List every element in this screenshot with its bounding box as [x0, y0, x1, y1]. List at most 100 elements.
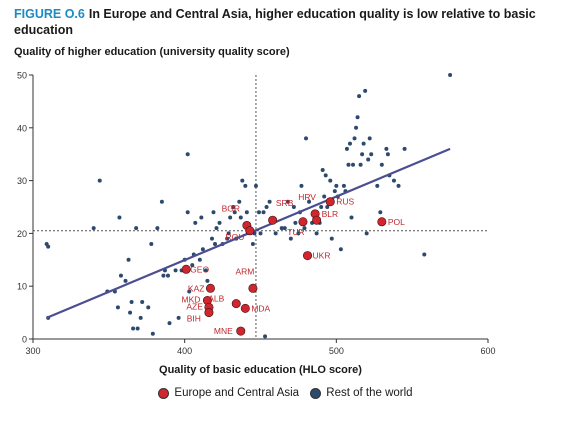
row-point	[176, 315, 181, 320]
eca-point-alb	[231, 299, 241, 309]
row-point	[325, 205, 330, 209]
row-point	[355, 115, 360, 120]
eca-label-aze: AZE	[186, 301, 203, 311]
eca-label-hrv: HRV	[298, 192, 316, 202]
chart-legend: Europe and Central Asia Rest of the worl…	[0, 387, 571, 402]
row-point	[123, 278, 128, 283]
row-point	[320, 168, 325, 173]
row-point	[197, 257, 202, 262]
row-point	[357, 94, 362, 99]
y-tick-label: 20	[17, 229, 27, 239]
row-point	[231, 205, 236, 209]
eca-point-pol	[377, 217, 387, 227]
y-tick-label: 0	[22, 335, 27, 345]
row-point	[349, 215, 354, 220]
eca-label-srb: SRB	[276, 198, 294, 208]
eca-point-mda	[240, 303, 250, 313]
row-point	[448, 73, 453, 77]
row-point	[363, 88, 368, 93]
row-point	[285, 199, 290, 204]
row-point	[307, 199, 312, 204]
legend-item-eca: Europe and Central Asia	[158, 387, 299, 399]
row-point	[128, 310, 133, 315]
row-point	[296, 231, 301, 236]
row-point	[323, 173, 328, 178]
row-point	[267, 199, 272, 204]
row-point	[185, 210, 190, 215]
figure-title: FIGURE O.6 In Europe and Central Asia, hi…	[14, 6, 559, 38]
row-point	[165, 273, 170, 278]
row-point	[190, 263, 195, 268]
row-point	[138, 315, 143, 320]
row-point	[291, 205, 296, 209]
row-point	[97, 178, 102, 183]
row-point	[385, 152, 390, 157]
eca-label-bgr: BGR	[222, 203, 240, 213]
eca-point-rou	[245, 226, 255, 236]
eca-label-arm: ARM	[235, 266, 254, 276]
reference-lines	[33, 75, 488, 339]
row-point	[329, 236, 334, 241]
row-point	[232, 210, 237, 215]
row-point	[279, 226, 284, 231]
figure-label: FIGURE O.6	[14, 7, 85, 21]
eca-label-bih: BIH	[187, 314, 201, 324]
row-point	[360, 152, 365, 157]
eca-label-rus: RUS	[336, 197, 354, 207]
row-point	[375, 183, 380, 188]
row-point	[334, 183, 339, 188]
row-point	[237, 199, 242, 204]
eca-point-kaz	[205, 283, 215, 293]
row-point	[366, 157, 371, 162]
legend-label-row: Rest of the world	[326, 387, 413, 399]
y-tick-label: 40	[17, 123, 27, 133]
row-point	[150, 331, 155, 336]
row-point	[358, 162, 363, 167]
row-point	[243, 183, 248, 188]
row-point	[209, 236, 214, 241]
row-point	[351, 162, 356, 167]
row-point	[338, 247, 343, 252]
eca-label-mne: MNE	[214, 326, 233, 336]
row-point	[402, 146, 407, 151]
eca-point-rus	[325, 197, 335, 207]
eca-label-geo: GEO	[190, 264, 209, 274]
row-point	[214, 226, 219, 231]
row-point	[379, 162, 384, 167]
row-point	[228, 215, 233, 220]
row-point	[200, 247, 205, 252]
row-point	[352, 136, 357, 141]
row-point	[346, 162, 351, 167]
row-point	[131, 326, 136, 331]
eca-point-blr	[312, 215, 322, 225]
chart-axes: 0 10 20 30 40 50 300 400 500 600	[17, 71, 496, 357]
row-point	[344, 146, 349, 151]
row-point	[422, 252, 427, 257]
x-axis-title: Quality of basic education (HLO score)	[159, 364, 362, 376]
eca-label-kaz: KAZ	[188, 283, 205, 293]
row-point	[361, 141, 366, 146]
eca-label-pol: POL	[388, 217, 405, 227]
row-point	[199, 215, 204, 220]
row-point	[185, 152, 190, 157]
row-point	[225, 236, 230, 241]
row-point	[213, 241, 217, 246]
row-point	[302, 226, 307, 231]
x-tick-label: 600	[480, 346, 495, 356]
row-point	[187, 289, 192, 294]
eca-point-mne	[236, 326, 246, 336]
row-point	[238, 215, 243, 220]
x-tick-label: 400	[177, 346, 192, 356]
row-point	[319, 205, 324, 209]
row-point	[367, 136, 372, 141]
row-point	[250, 241, 255, 246]
row-point	[115, 305, 120, 310]
row-point	[205, 278, 210, 283]
eca-label-alb: ALB	[208, 294, 224, 304]
row-point	[378, 210, 383, 215]
row-point	[118, 273, 123, 278]
row-point	[364, 231, 369, 236]
row-point	[167, 321, 172, 326]
